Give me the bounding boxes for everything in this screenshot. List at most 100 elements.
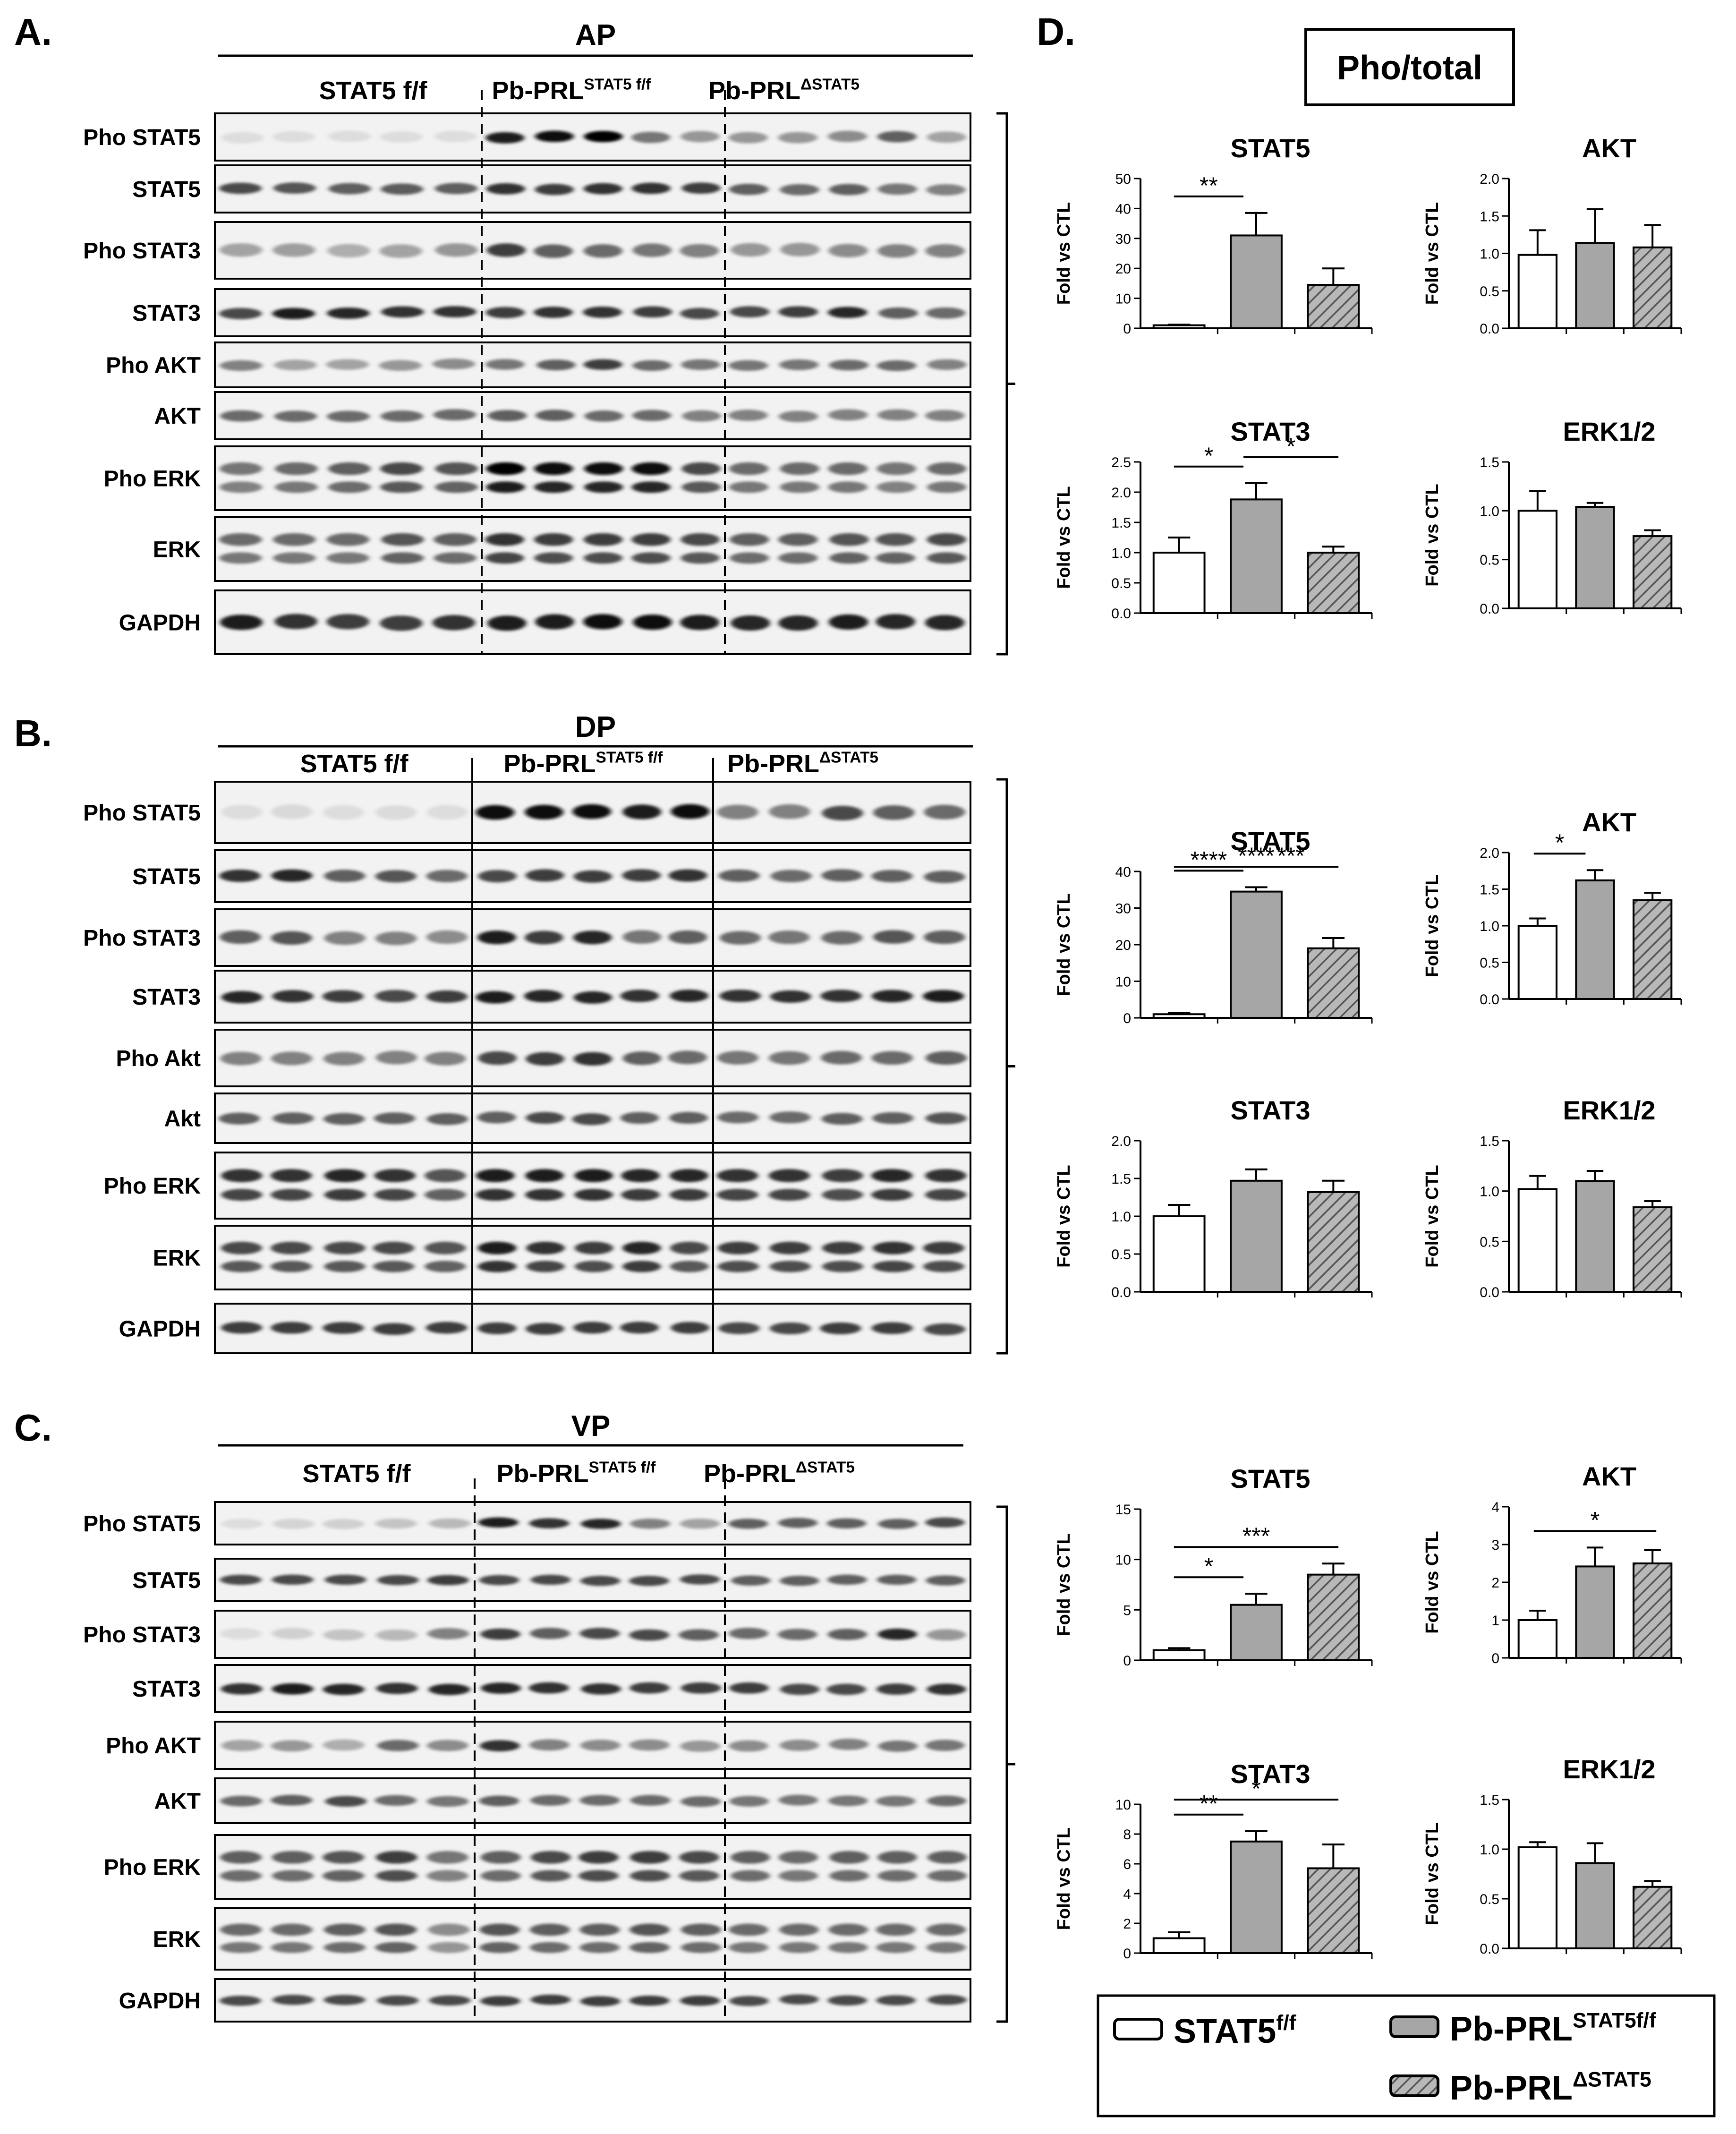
chart-title: STAT3: [1230, 417, 1310, 446]
blot-row: ERK: [153, 1225, 971, 1290]
blot-bands: [219, 533, 966, 564]
blot-band: [632, 410, 672, 421]
blot-band: [579, 1942, 620, 1953]
blot-band: [271, 1322, 312, 1334]
blot-band: [925, 1740, 965, 1751]
blot-band: [221, 991, 263, 1004]
bar: [1517, 925, 1557, 1000]
blot-band: [376, 1682, 418, 1694]
blot-band: [622, 1241, 661, 1255]
blot-band: [584, 410, 623, 422]
blot-band: [536, 359, 576, 371]
bar-chart: AKT Fold vs CTL 0.0 0.5 1.0 1.5 2.0 *: [1422, 807, 1682, 1007]
bar-chart: STAT3 Fold vs CTL 0.0 0.5 1.0 1.5 2.0: [1054, 1095, 1373, 1300]
blot-band: [871, 990, 913, 1003]
y-tick-label: 1.5: [1480, 1793, 1499, 1808]
y-axis-label: Fold vs CTL: [1054, 486, 1074, 589]
blot-band: [731, 1851, 770, 1864]
blot-band: [679, 1870, 719, 1882]
blot-band: [681, 462, 721, 475]
blot-band: [381, 183, 424, 195]
blot-strip: [214, 1907, 971, 1971]
blot-band: [480, 1851, 521, 1864]
blot-band: [877, 1851, 917, 1864]
blot-band: [620, 1112, 659, 1124]
blot-band: [924, 804, 965, 819]
blot-band: [779, 1740, 819, 1751]
blot-band: [876, 1923, 916, 1936]
blot-band: [584, 481, 623, 493]
blot-band: [525, 869, 564, 882]
blot-band: [731, 243, 770, 257]
blot-band: [583, 533, 623, 546]
bar: [1152, 1649, 1206, 1662]
blot-band: [679, 1851, 719, 1864]
bar: [1633, 246, 1673, 329]
blot-row: Pho AKT: [106, 341, 971, 388]
blot-band: [629, 1629, 670, 1641]
bar: [1633, 899, 1673, 1000]
y-tick-label: 0.5: [1111, 1247, 1131, 1263]
blot-band: [427, 1796, 469, 1807]
blot-band: [877, 360, 917, 371]
blot-band: [435, 462, 478, 475]
bar: [1633, 1206, 1673, 1293]
blot-band: [272, 990, 314, 1003]
blot-band: [769, 1111, 811, 1124]
y-tick-label: 0: [1123, 1653, 1131, 1669]
blot-band: [877, 244, 917, 258]
blot-row: Pho STAT3: [83, 221, 971, 280]
blot-band: [380, 131, 423, 143]
blot-bands: [219, 243, 965, 258]
y-tick-label: 0.5: [1480, 1234, 1499, 1250]
blot-band: [374, 1795, 417, 1806]
legend-label: Pb-PRLSTAT5f/f: [1450, 2009, 1656, 2048]
y-tick-label: 2: [1123, 1916, 1131, 1932]
blot-band: [926, 1923, 966, 1936]
y-tick-label: 2.0: [1480, 845, 1499, 861]
blot-band: [671, 804, 710, 819]
blot-band: [478, 870, 517, 883]
blot-band: [829, 552, 869, 564]
blot-band: [534, 462, 573, 475]
blot-row-label: Pho STAT3: [83, 926, 201, 951]
blot-band: [681, 481, 721, 493]
y-tick-label: 0.5: [1111, 576, 1131, 591]
panel-a: A. AP STAT5 f/f Pb-PRLSTAT5 f/f Pb-PRLΔSTAT5…: [14, 11, 1015, 656]
blot-band: [579, 1851, 619, 1864]
blot-band: [680, 1741, 720, 1752]
blot-band: [778, 1518, 817, 1528]
blot-bands: [220, 1628, 966, 1641]
chart-title: STAT3: [1230, 1759, 1310, 1789]
blot-band: [728, 360, 768, 371]
bar: [1152, 552, 1206, 614]
y-tick-label: 0.0: [1480, 992, 1499, 1007]
blot-band: [326, 533, 369, 546]
blot-band: [524, 990, 563, 1003]
blot-band: [718, 869, 760, 882]
y-axis-label: Fold vs CTL: [1422, 1165, 1442, 1267]
significance-label: **: [1200, 1791, 1218, 1817]
blot-band: [923, 990, 964, 1003]
blot-band: [530, 1574, 571, 1585]
blot-band: [534, 244, 573, 258]
blot-band: [620, 1322, 659, 1334]
y-tick-label: 0.5: [1480, 956, 1499, 971]
blot-band: [479, 1575, 519, 1586]
group-label: Pb-PRLSTAT5 f/f: [497, 1459, 656, 1488]
blot-row-label: GAPDH: [119, 1989, 201, 2014]
blot-band: [680, 244, 719, 258]
blot-band: [829, 1739, 868, 1750]
blot-band: [272, 1628, 314, 1639]
blot-row: AKT: [154, 1777, 971, 1824]
bar: [1230, 498, 1283, 614]
blot-band: [778, 615, 818, 631]
blot-row-label: Pho STAT5: [83, 1511, 201, 1536]
blot-band: [526, 1261, 565, 1272]
blot-band: [274, 410, 317, 422]
blot-row: Pho ERK: [104, 1834, 971, 1900]
blot-band: [221, 1683, 263, 1695]
blot-band: [780, 243, 820, 256]
blot-band: [729, 1740, 768, 1752]
significance-label: *: [1286, 433, 1295, 460]
